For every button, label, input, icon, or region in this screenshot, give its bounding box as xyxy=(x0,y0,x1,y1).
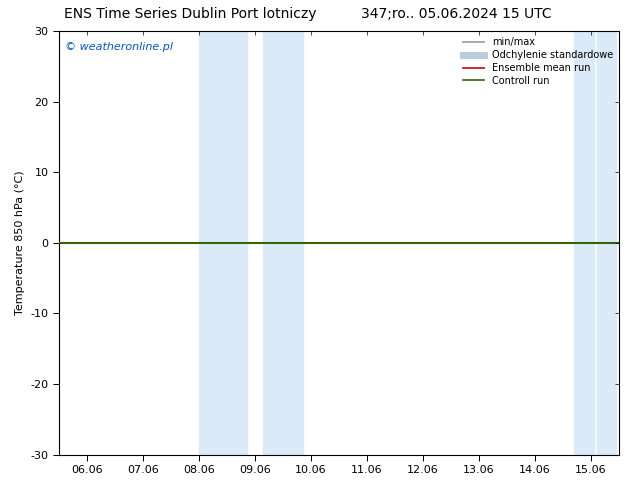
Bar xyxy=(574,31,594,455)
Bar xyxy=(597,31,616,455)
Bar xyxy=(199,31,247,455)
Text: © weatheronline.pl: © weatheronline.pl xyxy=(65,42,172,52)
Text: 347;ro.. 05.06.2024 15 UTC: 347;ro.. 05.06.2024 15 UTC xyxy=(361,7,552,22)
Bar xyxy=(264,31,302,455)
Text: ENS Time Series Dublin Port lotniczy: ENS Time Series Dublin Port lotniczy xyxy=(64,7,316,22)
Legend: min/max, Odchylenie standardowe, Ensemble mean run, Controll run: min/max, Odchylenie standardowe, Ensembl… xyxy=(459,33,617,90)
Y-axis label: Temperature 850 hPa (°C): Temperature 850 hPa (°C) xyxy=(15,171,25,315)
